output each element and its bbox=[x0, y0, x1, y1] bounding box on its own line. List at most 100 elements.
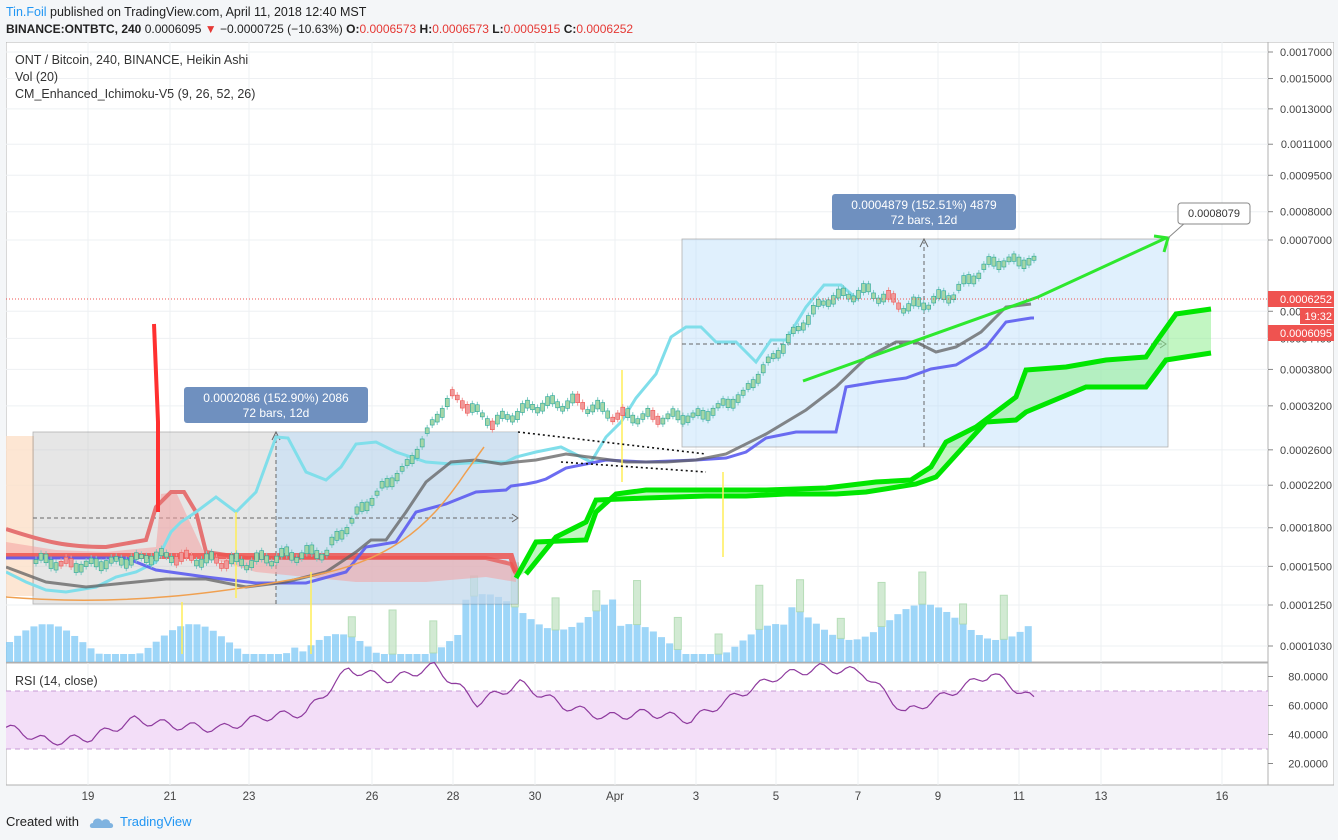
target-price-callout[interactable]: 0.0008079 bbox=[1167, 202, 1251, 239]
volume-bar bbox=[706, 654, 714, 662]
price-tick-label: 0.0008000 bbox=[1280, 207, 1332, 219]
measure-2-label[interactable]: 0.0004879 (152.51%) 4879 72 bars, 12d bbox=[832, 194, 1016, 230]
price-tick-label: 0.0001250 bbox=[1280, 600, 1332, 612]
volume-bar bbox=[1024, 626, 1032, 662]
candle-up bbox=[600, 402, 606, 412]
volume-bar bbox=[682, 654, 690, 662]
volume-bar bbox=[470, 595, 478, 662]
chart-area[interactable]: 0.0002086 (152.90%) 2086 72 bars, 12d 0.… bbox=[5, 41, 1335, 803]
price-tick-label: 0.0011000 bbox=[1281, 139, 1332, 151]
volume-bar bbox=[79, 642, 87, 662]
published-text: published on TradingView.com, April 11, … bbox=[50, 5, 367, 19]
candle-up bbox=[379, 481, 385, 489]
projection-trendline[interactable] bbox=[802, 236, 1167, 383]
candle-up bbox=[164, 552, 169, 558]
volume-bar bbox=[413, 654, 421, 662]
rsi-line bbox=[5, 661, 1035, 746]
candle-up bbox=[640, 413, 646, 420]
candle-up bbox=[374, 490, 380, 496]
volume-bar bbox=[103, 654, 111, 662]
candle-down bbox=[580, 402, 585, 410]
volume-bar bbox=[584, 617, 592, 662]
candle-up bbox=[93, 558, 99, 568]
volume-bar bbox=[177, 626, 185, 662]
volume-bar bbox=[356, 640, 364, 662]
candle-up bbox=[570, 393, 575, 404]
heikin-ashi-candles[interactable] bbox=[33, 250, 1037, 576]
candle-up bbox=[560, 406, 565, 412]
candle-up bbox=[470, 403, 475, 413]
volume-bar-up bbox=[918, 571, 927, 605]
tradingview-brand-link[interactable]: TradingView bbox=[120, 814, 192, 829]
volume-bar bbox=[967, 629, 975, 662]
measure-1-arrow-right bbox=[511, 513, 519, 523]
candle-down bbox=[891, 293, 896, 303]
volume-bars bbox=[6, 562, 1032, 662]
price-tag-bg-last bbox=[1268, 291, 1334, 307]
candle-up bbox=[309, 544, 315, 555]
volume-bar bbox=[902, 609, 910, 662]
candle-up bbox=[625, 408, 631, 418]
candle-up bbox=[134, 552, 139, 560]
volume-bar bbox=[348, 636, 356, 662]
candle-up bbox=[43, 553, 49, 564]
measure-1-label[interactable]: 0.0002086 (152.90%) 2086 72 bars, 12d bbox=[184, 387, 368, 423]
price-tag-close: 0.0006095 bbox=[1280, 328, 1332, 340]
candle-down bbox=[459, 400, 465, 409]
volume-bar bbox=[617, 625, 625, 662]
time-tick-label: 21 bbox=[164, 791, 177, 802]
author-link[interactable]: Tin.Foil bbox=[6, 5, 47, 19]
candle-up bbox=[329, 536, 335, 546]
volume-bar bbox=[71, 635, 79, 662]
candle-up bbox=[535, 407, 540, 414]
candle-down bbox=[655, 415, 661, 425]
ohlc-open-value: 0.0006573 bbox=[359, 22, 417, 36]
volume-bar bbox=[250, 654, 258, 662]
volume-bar bbox=[274, 654, 282, 662]
price-axis[interactable] bbox=[1267, 41, 1335, 786]
volume-bar bbox=[935, 607, 943, 662]
candle-down bbox=[615, 412, 621, 420]
measure-1-bars: 72 bars, 12d bbox=[243, 406, 310, 420]
chart-header: Tin.Foil published on TradingView.com, A… bbox=[0, 0, 1338, 40]
volume-bar bbox=[6, 642, 13, 662]
candle-down bbox=[174, 556, 179, 566]
candle-up bbox=[545, 396, 550, 406]
candle-up bbox=[139, 554, 144, 559]
volume-bar bbox=[715, 654, 723, 662]
last-price: 0.0006095 bbox=[144, 22, 202, 36]
candle-up bbox=[404, 459, 410, 466]
bull-cloud-span-b bbox=[524, 350, 1212, 576]
candle-up bbox=[409, 455, 415, 464]
price-tag-last: 0.0006252 bbox=[1280, 294, 1332, 306]
candle-up bbox=[931, 295, 936, 304]
price-tick-label: 0.0002600 bbox=[1280, 445, 1332, 457]
price-chart[interactable]: 0.0002086 (152.90%) 2086 72 bars, 12d 0.… bbox=[5, 41, 1335, 803]
candle-down bbox=[189, 554, 194, 561]
candle-up bbox=[123, 559, 129, 569]
candle-down bbox=[454, 394, 460, 401]
volume-bar bbox=[446, 641, 454, 662]
volume-bar bbox=[380, 654, 388, 662]
price-tick-label: 0.0009500 bbox=[1280, 170, 1332, 182]
candle-up bbox=[595, 399, 600, 410]
candle-up bbox=[775, 350, 781, 359]
candle-up bbox=[725, 398, 731, 408]
time-tick-label: 9 bbox=[935, 791, 941, 802]
volume-bar bbox=[853, 639, 861, 662]
volume-bar bbox=[405, 654, 413, 662]
volume-bar bbox=[299, 651, 307, 662]
volume-bar bbox=[54, 626, 62, 662]
candle-up bbox=[745, 383, 751, 390]
candle-up bbox=[680, 415, 686, 425]
legend-title: ONT / Bitcoin, 240, BINANCE, Heikin Ashi bbox=[15, 53, 248, 67]
candle-up bbox=[715, 403, 721, 409]
volume-bar bbox=[600, 604, 608, 662]
candle-up bbox=[495, 414, 500, 425]
candle-up bbox=[414, 448, 420, 459]
volume-bar bbox=[291, 647, 299, 662]
candle-up bbox=[399, 466, 405, 472]
created-with-text: Created with bbox=[6, 814, 79, 829]
candle-up bbox=[419, 438, 425, 448]
volume-bar bbox=[576, 622, 584, 662]
